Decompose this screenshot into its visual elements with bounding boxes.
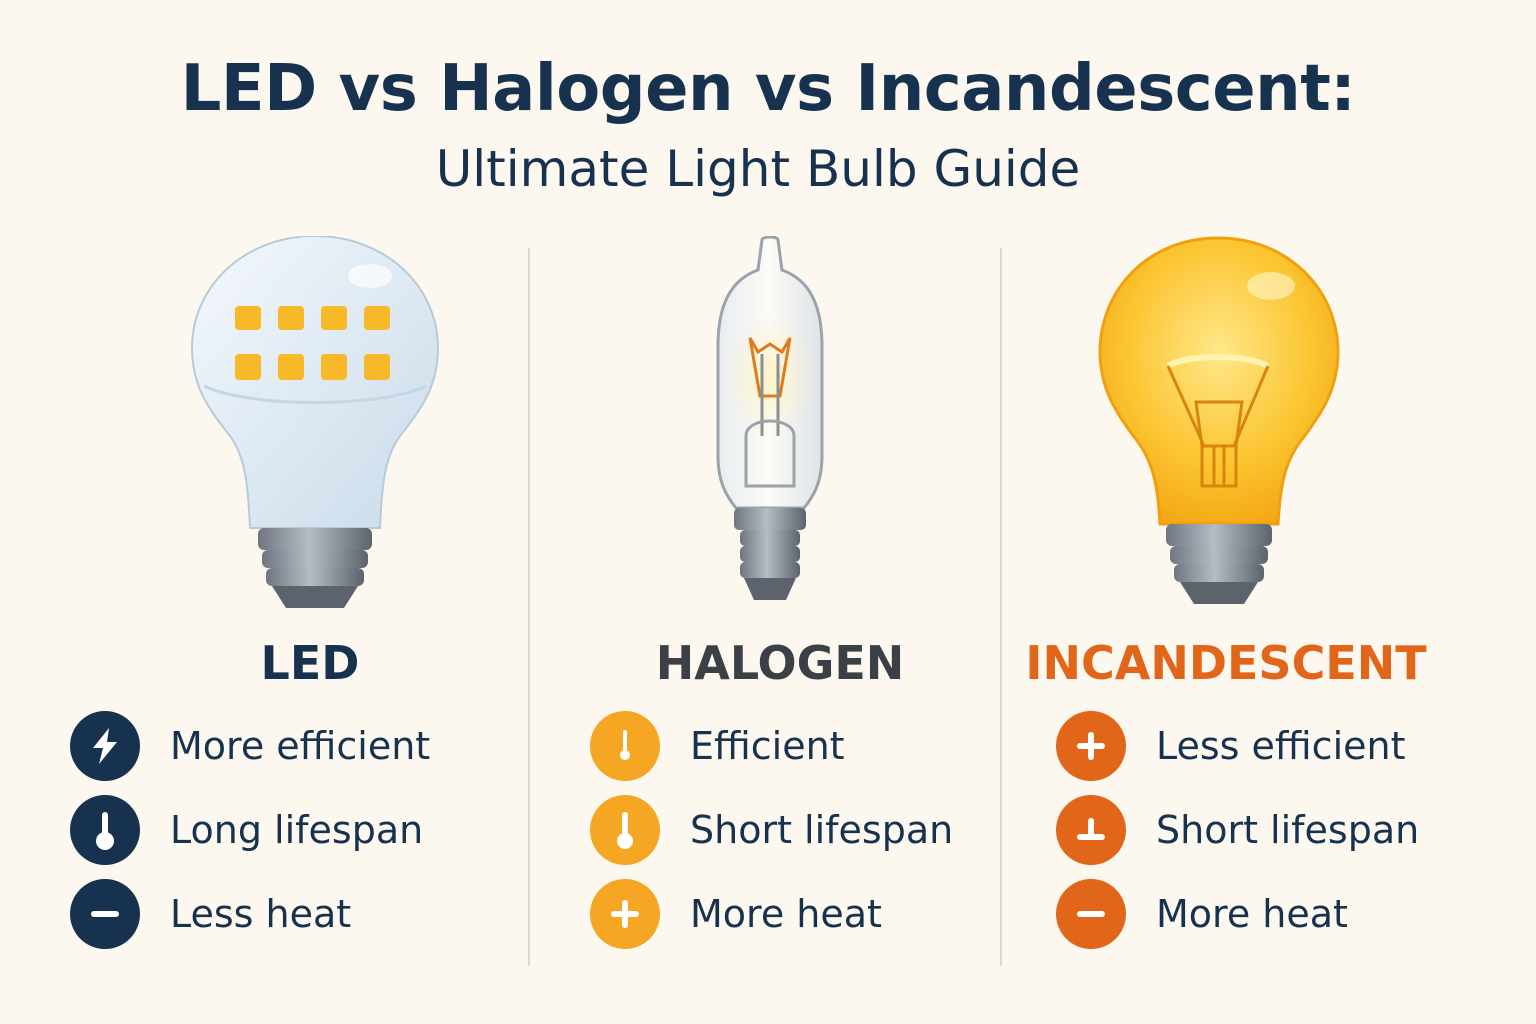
incandescent-bulb-icon <box>1098 236 1340 604</box>
inverted-t-icon <box>1056 795 1126 865</box>
thermometer-icon <box>590 795 660 865</box>
feature-item: Long lifespan <box>70 794 423 866</box>
feature-item: Short lifespan <box>1056 794 1419 866</box>
halogen-title: HALOGEN <box>655 636 905 690</box>
feature-item: Efficient <box>590 710 845 782</box>
feature-label: Short lifespan <box>690 808 954 852</box>
thermometer-icon <box>70 795 140 865</box>
feature-label: Less heat <box>170 892 352 936</box>
led-title: LED <box>260 636 360 690</box>
page-subtitle: Ultimate Light Bulb Guide <box>435 140 1081 198</box>
minus-icon <box>1056 879 1126 949</box>
feature-label: More efficient <box>170 724 431 768</box>
feature-label: Short lifespan <box>1156 808 1420 852</box>
plus-icon <box>590 879 660 949</box>
feature-label: More heat <box>1156 892 1348 936</box>
feature-label: Efficient <box>690 724 845 768</box>
incandescent-title: INCANDESCENT <box>1025 636 1427 690</box>
column-divider <box>528 248 530 966</box>
feature-item: More heat <box>1056 878 1348 950</box>
feature-item: More efficient <box>70 710 430 782</box>
feature-label: Less efficient <box>1156 724 1406 768</box>
column-divider <box>1000 248 1002 966</box>
feature-item: More heat <box>590 878 882 950</box>
plus-icon <box>1056 711 1126 781</box>
page-title: LED vs Halogen vs Incandescent: <box>180 52 1356 126</box>
halogen-bulb-icon <box>716 236 824 600</box>
led-bulb-icon <box>190 236 440 608</box>
feature-item: Less efficient <box>1056 710 1406 782</box>
thermometer-icon <box>590 711 660 781</box>
feature-label: More heat <box>690 892 882 936</box>
feature-item: Less heat <box>70 878 351 950</box>
feature-item: Short lifespan <box>590 794 953 866</box>
minus-icon <box>70 879 140 949</box>
feature-label: Long lifespan <box>170 808 424 852</box>
lightning-icon <box>70 711 140 781</box>
